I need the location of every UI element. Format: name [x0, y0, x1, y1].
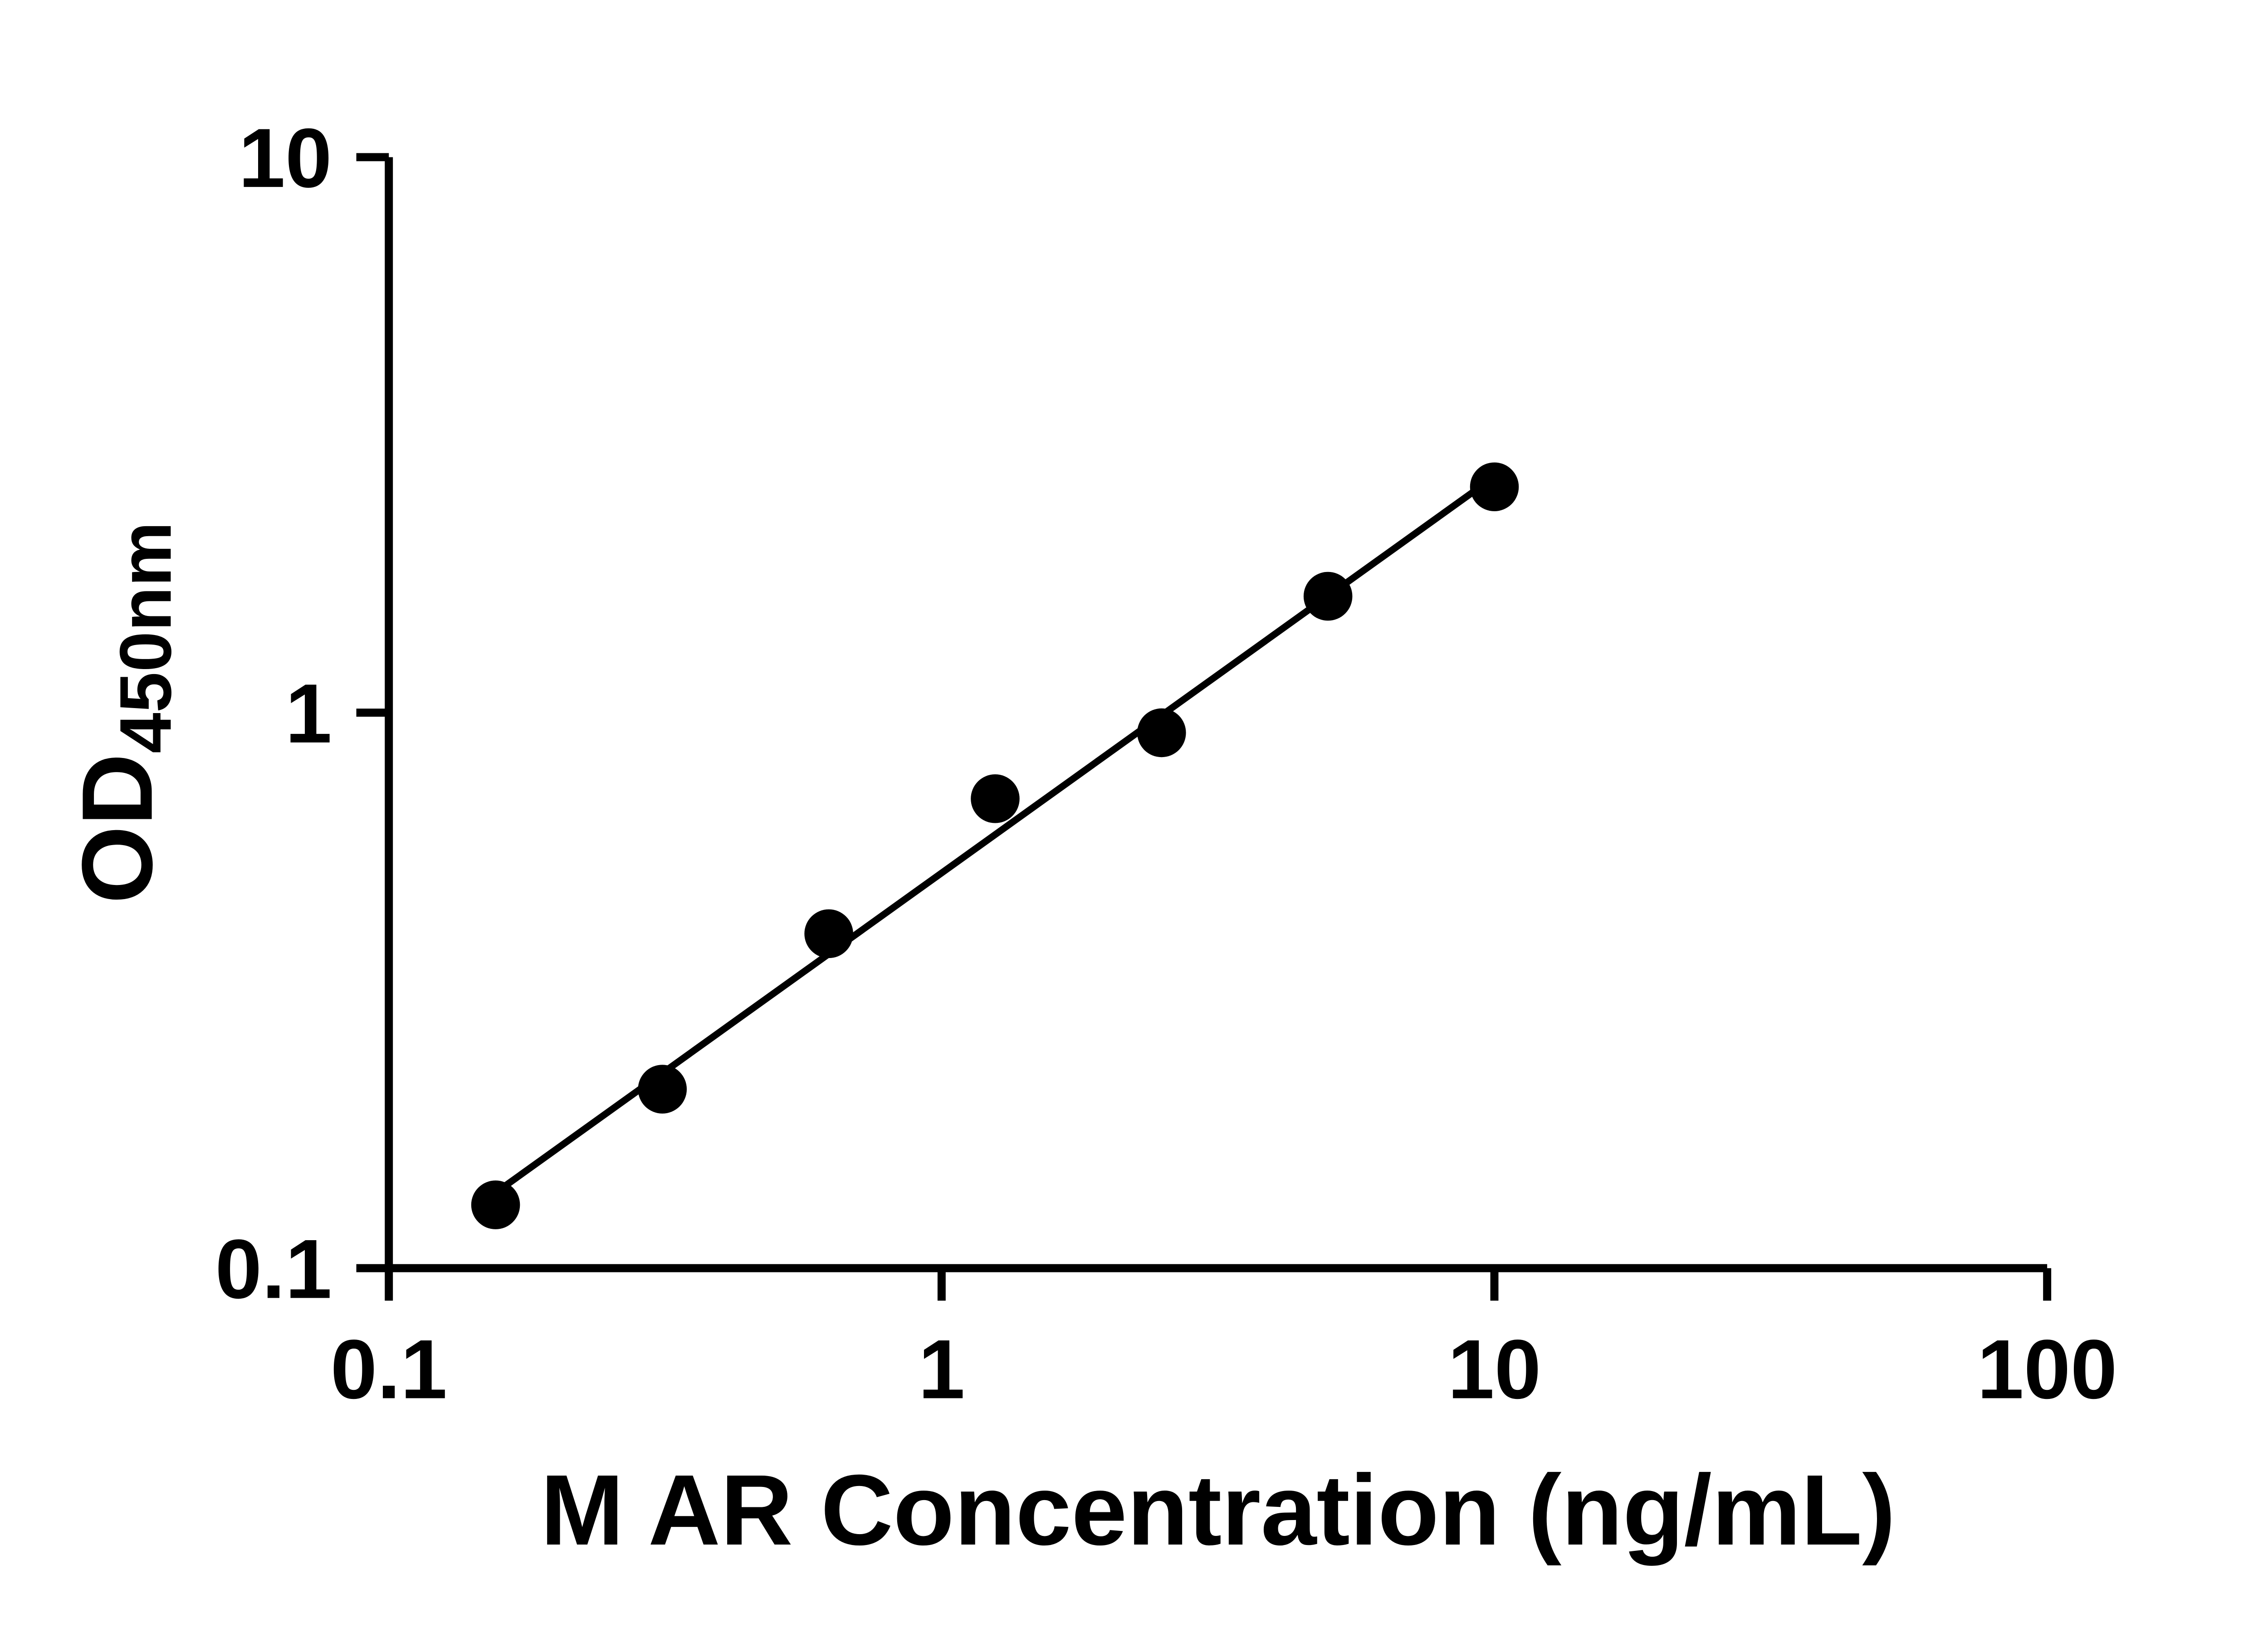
data-point: [1137, 708, 1186, 758]
data-series-layer: [471, 462, 1519, 1229]
x-tick-label: 0.1: [331, 1322, 447, 1416]
y-axis-title: OD450nm: [61, 522, 187, 904]
x-axis-ticks: 0.1 1 10 100: [331, 1268, 2117, 1416]
y-axis-ticks: 0.1 1 10: [215, 111, 389, 1316]
y-axis-title-main: OD: [61, 753, 173, 904]
data-point: [1303, 572, 1353, 621]
y-tick-label: 0.1: [215, 1222, 332, 1316]
data-point: [471, 1180, 520, 1229]
data-point: [971, 774, 1020, 823]
data-point: [804, 909, 853, 958]
y-tick-label: 10: [239, 111, 332, 205]
y-axis-title-subscript: 450nm: [105, 522, 186, 753]
x-tick-label: 10: [1448, 1322, 1541, 1416]
x-axis-title: M AR Concentration (ng/mL): [540, 1454, 1896, 1566]
x-tick-label: 100: [1977, 1322, 2117, 1416]
data-point: [638, 1065, 687, 1114]
data-point: [1470, 462, 1519, 511]
y-tick-label: 1: [285, 667, 332, 761]
x-tick-label: 1: [918, 1322, 965, 1416]
